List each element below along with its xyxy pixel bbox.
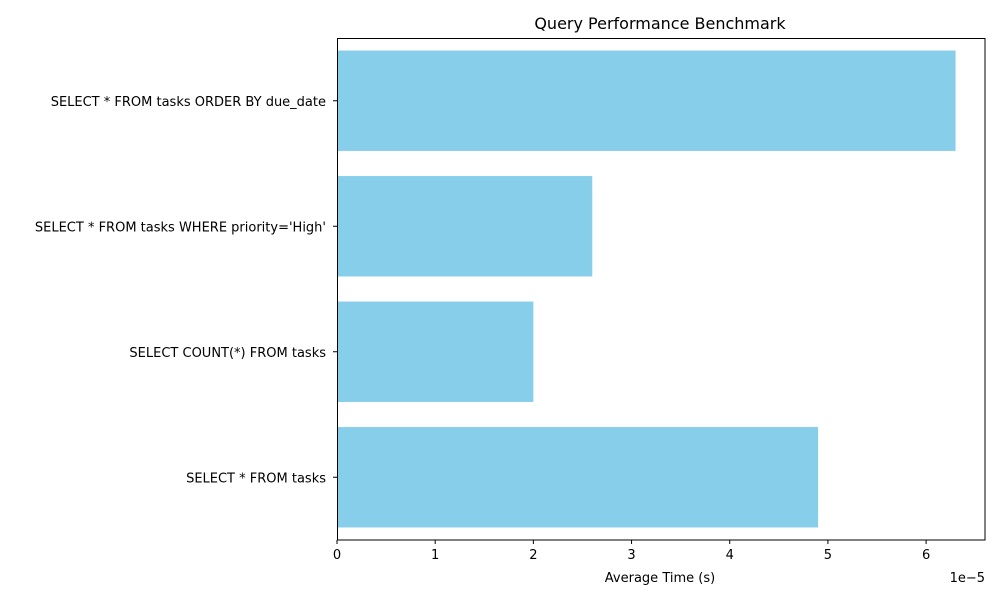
x-tick-label: 0 bbox=[333, 548, 341, 563]
y-tick-label: SELECT * FROM tasks ORDER BY due_date bbox=[51, 95, 326, 110]
chart-title: Query Performance Benchmark bbox=[534, 14, 786, 33]
y-tick-label: SELECT * FROM tasks WHERE priority='High… bbox=[35, 220, 326, 235]
bar bbox=[337, 301, 534, 402]
x-tick-label: 2 bbox=[529, 548, 537, 563]
y-tick-label: SELECT COUNT(*) FROM tasks bbox=[129, 346, 326, 361]
y-axis-ticks: SELECT * FROM tasks SELECT COUNT(*) FROM … bbox=[35, 95, 337, 486]
x-axis-offset-label: 1e−5 bbox=[950, 571, 985, 586]
x-axis-ticks: 0 1 2 3 4 5 6 bbox=[333, 540, 930, 563]
bar bbox=[337, 427, 819, 528]
x-tick-label: 3 bbox=[627, 548, 635, 563]
bar bbox=[337, 50, 956, 151]
x-tick-label: 6 bbox=[922, 548, 930, 563]
x-axis-label: Average Time (s) bbox=[605, 571, 715, 586]
y-tick-label: SELECT * FROM tasks bbox=[186, 471, 326, 486]
x-tick-label: 5 bbox=[824, 548, 832, 563]
bar bbox=[337, 176, 593, 277]
bar-group bbox=[337, 50, 956, 528]
plot-area-frame bbox=[337, 38, 986, 541]
x-tick-label: 1 bbox=[431, 548, 439, 563]
x-tick-label: 4 bbox=[726, 548, 734, 563]
